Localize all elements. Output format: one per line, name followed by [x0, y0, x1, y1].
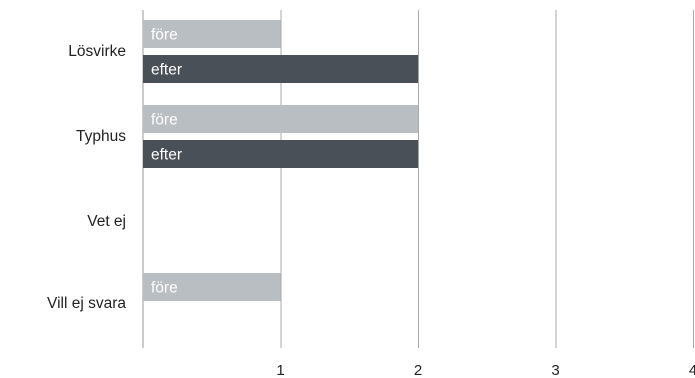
bar-series-label: efter — [151, 62, 182, 79]
category-label: Vill ej svara — [47, 295, 126, 312]
category-label: Lösvirke — [68, 43, 126, 60]
bar-series-label: före — [151, 27, 178, 44]
category-label: Vet ej — [87, 213, 126, 230]
bar-series-label: efter — [151, 147, 182, 164]
x-tick-label: 2 — [414, 362, 422, 378]
bar — [143, 140, 418, 168]
x-tick-label: 4 — [689, 362, 695, 378]
x-tick-label: 1 — [276, 362, 284, 378]
x-axis-tick-labels: 1 2 3 4 — [276, 362, 695, 378]
category-labels: Lösvirke Typhus Vet ej Vill ej svara — [47, 43, 126, 312]
bar — [143, 20, 281, 48]
bar — [143, 105, 418, 133]
category-label: Typhus — [76, 128, 126, 145]
bar — [143, 273, 281, 301]
bar — [143, 55, 418, 83]
bar-series-label: före — [151, 112, 178, 129]
x-tick-label: 3 — [551, 362, 559, 378]
bar-series-label: före — [151, 280, 178, 297]
bars: före efter före efter före — [143, 20, 418, 301]
